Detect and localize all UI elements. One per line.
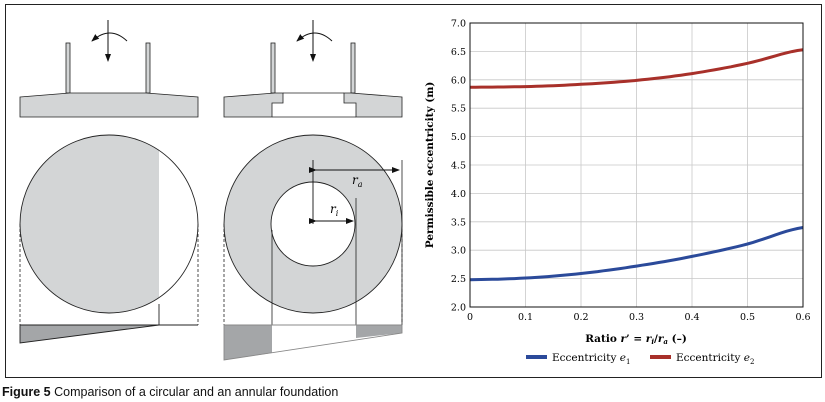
x-tick-label: 0.5: [740, 312, 755, 323]
y-tick-label: 5.0: [451, 132, 466, 143]
x-tick-label: 0.4: [684, 312, 699, 323]
x-tick-label: 0.6: [795, 312, 810, 323]
x-tick-label: 0.1: [518, 312, 533, 323]
y-tick-label: 3.5: [451, 217, 466, 228]
y-tick-label: 5.5: [451, 104, 466, 115]
x-axis-label: Ratio r’ = ri/ra (–): [585, 333, 687, 346]
annular-foundation-plan: ra ri: [223, 134, 403, 361]
pressure-distribution: [224, 325, 272, 360]
y-tick-label: 6.0: [451, 75, 466, 86]
y-tick-label: 2.0: [451, 303, 466, 314]
figure-caption: Figure 5 Comparison of a circular and an…: [2, 385, 338, 399]
pressure-distribution: [19, 324, 160, 344]
y-tick-label: 6.5: [451, 47, 466, 58]
ri-label: ri: [330, 202, 339, 218]
pressure-distribution: [356, 325, 402, 338]
x-tick-label: 0: [467, 312, 473, 323]
circular-foundation-plan: [19, 134, 199, 344]
y-tick-label: 4.5: [451, 161, 466, 172]
legend-label-e2: Eccentricity e2: [676, 352, 754, 366]
caption-label: Figure 5: [2, 385, 51, 399]
moment-arrow: [91, 32, 128, 42]
y-tick-label: 3.0: [451, 246, 466, 257]
y-tick-label: 2.5: [451, 274, 466, 285]
y-tick-label: 7.0: [451, 19, 466, 30]
caption-text: Comparison of a circular and an annular …: [50, 385, 339, 399]
plot-area: [469, 22, 804, 308]
legend-item-e1: Eccentricity e1: [526, 352, 630, 366]
legend: Eccentricity e1 Eccentricity e2: [526, 352, 754, 366]
series-line-e2: [470, 48, 804, 89]
ra-label: ra: [352, 173, 363, 189]
x-tick-label: 0.3: [629, 312, 644, 323]
legend-item-e2: Eccentricity e2: [650, 352, 754, 366]
circular-foundation-section: [19, 20, 199, 118]
y-axis-label: Permissible eccentricity (m): [424, 82, 436, 249]
annular-foundation-section: [223, 20, 403, 118]
y-tick-label: 4.0: [451, 189, 466, 200]
moment-arrow: [296, 32, 333, 42]
legend-label-e1: Eccentricity e1: [552, 352, 630, 366]
x-tick-label: 0.2: [573, 312, 588, 323]
figure-frame: [5, 4, 822, 378]
